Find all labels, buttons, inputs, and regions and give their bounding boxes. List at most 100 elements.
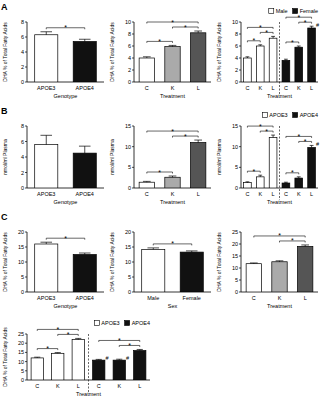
y-axis-label: DHA % of Total Fatty Acids (216, 22, 222, 82)
error-bar (271, 135, 275, 137)
x-tick-label: C (252, 295, 256, 301)
significance-label: * (297, 133, 300, 140)
y-tick-label: 0 (21, 79, 24, 85)
significance-label: * (304, 138, 307, 145)
error-bar (310, 26, 314, 28)
significance-label: * (171, 240, 174, 247)
legend-label: Female (300, 8, 318, 14)
error-bar (143, 181, 151, 183)
error-bar (310, 145, 314, 147)
y-tick-label: 10 (125, 259, 131, 265)
error-bar (245, 57, 249, 58)
error-bar (258, 175, 262, 177)
error-cap (284, 182, 288, 183)
y-tick-label: 10 (125, 19, 131, 25)
y-tick-label: 5 (21, 274, 24, 280)
error-bar (75, 338, 81, 339)
significance-label: * (171, 128, 174, 135)
y-tick-label: 4 (235, 55, 238, 61)
y-tick-label: 2 (21, 64, 24, 70)
y-tick-label: 25 (232, 229, 238, 235)
error-bar (40, 242, 52, 244)
x-tick-label: L (197, 191, 200, 197)
y-axis (241, 22, 242, 82)
error-cap (310, 26, 314, 27)
chart-panel: 02468APOE3APOE4*GenotypeDHA % of Total F… (1, 2, 104, 99)
x-tick-label: APOE4 (76, 295, 94, 301)
bar (246, 264, 261, 292)
y-tick-label: 15 (232, 123, 238, 129)
significance-label: * (56, 326, 59, 333)
significance-label: * (291, 169, 294, 176)
panel-letter: C (1, 212, 8, 222)
bar (295, 178, 303, 188)
error-bar (34, 357, 40, 359)
x-tick-label: APOE3 (37, 191, 55, 197)
legend-label: Male (276, 8, 288, 14)
error-cap (301, 244, 309, 245)
bar (165, 47, 180, 82)
error-cap (79, 146, 91, 147)
error-cap (79, 253, 91, 254)
chart-panel: 0510152025CKL**TreatmentDHA % of Total F… (216, 229, 318, 309)
y-tick-label: 15 (232, 253, 238, 259)
x-tick-label: K (171, 191, 175, 197)
bar (308, 147, 316, 188)
x-tick-label: APOE4 (76, 191, 94, 197)
x-tick-label: APOE3 (37, 85, 55, 91)
error-cap (55, 352, 61, 353)
error-bar (40, 135, 52, 144)
error-cap (297, 176, 301, 177)
group-divider (279, 22, 280, 94)
y-tick-label: 15 (125, 244, 131, 250)
bar (35, 244, 58, 292)
bar (142, 249, 165, 292)
y-axis-label: DHA % of Total Fatty Acids (2, 232, 8, 292)
error-bar (271, 36, 275, 38)
bar (244, 183, 252, 188)
error-cap (250, 262, 258, 263)
chart-panel: 05101520MaleFemale*SexDHA % of Total Fat… (109, 229, 211, 309)
y-tick-label: 20 (125, 229, 131, 235)
error-bar (245, 181, 249, 183)
significance-label: * (259, 123, 262, 130)
panel-letter: B (1, 106, 8, 116)
y-axis-label: nmol/ml Plasma (109, 139, 115, 175)
x-tick-label: Female (183, 295, 201, 301)
chart-panel: 0246810CKL***TreatmentDHA % of Total Fat… (109, 19, 211, 100)
bar (297, 246, 312, 292)
y-tick-label: 0 (21, 289, 24, 295)
error-cap (194, 140, 202, 141)
y-tick-label: 0 (128, 79, 131, 85)
error-cap (194, 31, 202, 32)
x-tick-label: C (284, 191, 288, 197)
x-tick-label: K (278, 295, 282, 301)
significance-label: # (316, 141, 320, 147)
y-tick-label: 5 (235, 164, 238, 170)
legend-label: APOE4 (132, 320, 150, 326)
significance-label: * (158, 38, 161, 45)
y-tick-label: 0 (235, 79, 238, 85)
y-tick-label: 10 (232, 19, 238, 25)
x-tick-label: K (56, 383, 60, 389)
x-tick-label: K (171, 85, 175, 91)
chart-panel: 0510152025CKLCKL***##**APOE4APOE3Treatme… (2, 320, 150, 397)
x-tick-label: APOE3 (37, 295, 55, 301)
bars (139, 31, 206, 82)
y-tick-label: 8 (235, 31, 238, 37)
error-bar (79, 39, 91, 41)
y-axis-label: DHA % of Total Fatty Acids (109, 232, 115, 292)
bar (72, 340, 84, 380)
y-tick-label: 4 (21, 154, 24, 160)
bar (139, 182, 154, 188)
error-bar (40, 32, 52, 35)
chart-panel: 05101520APOE3APOE4*GenotypeDHA % of Tota… (1, 212, 104, 309)
bar (269, 38, 277, 82)
legend-label: APOE3 (101, 320, 119, 326)
legend-label: APOE3 (269, 112, 287, 118)
y-tick-label: 20 (18, 229, 24, 235)
x-tick-label: C (284, 85, 288, 91)
y-tick-label: 20 (232, 241, 238, 247)
y-tick-label: 10 (232, 265, 238, 271)
x-axis-label: Treatment (76, 391, 101, 397)
